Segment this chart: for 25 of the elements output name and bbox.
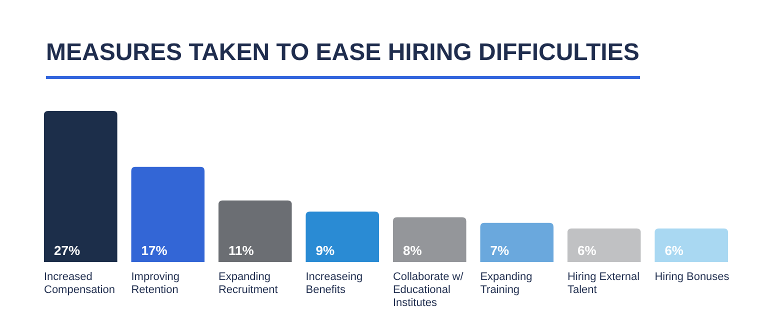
bar [392,217,466,262]
data-label: 6% [577,243,597,258]
x-tick-label: Increased Compensation [44,271,115,296]
data-label: 7% [490,243,510,258]
data-label: 27% [54,243,80,258]
data-label: 9% [316,243,335,258]
x-tick-label: Collaborate w/ Educational Institutes [392,271,464,309]
x-tick-label: Hiring External Talent [567,271,640,296]
bar [306,212,380,262]
bar [654,228,728,262]
bar [567,228,641,262]
data-label: 8% [402,243,422,258]
data-label: 17% [141,243,168,258]
data-label: 11% [228,243,254,258]
x-tick-label: Improving Retention [131,271,180,296]
data-label: 6% [664,243,684,258]
chart-title: MEASURES TAKEN TO EASE HIRING DIFFICULTIES [46,39,640,66]
x-tick-label: Expanding Training [480,271,532,296]
bar [218,200,292,262]
x-tick-label: Increaseing Benefits [306,271,363,296]
bar [131,166,205,262]
x-tick-label: Hiring Bonuses [654,271,730,283]
bar [480,222,554,262]
bar [44,111,118,262]
x-tick-label: Expanding Recruitment [218,271,278,296]
